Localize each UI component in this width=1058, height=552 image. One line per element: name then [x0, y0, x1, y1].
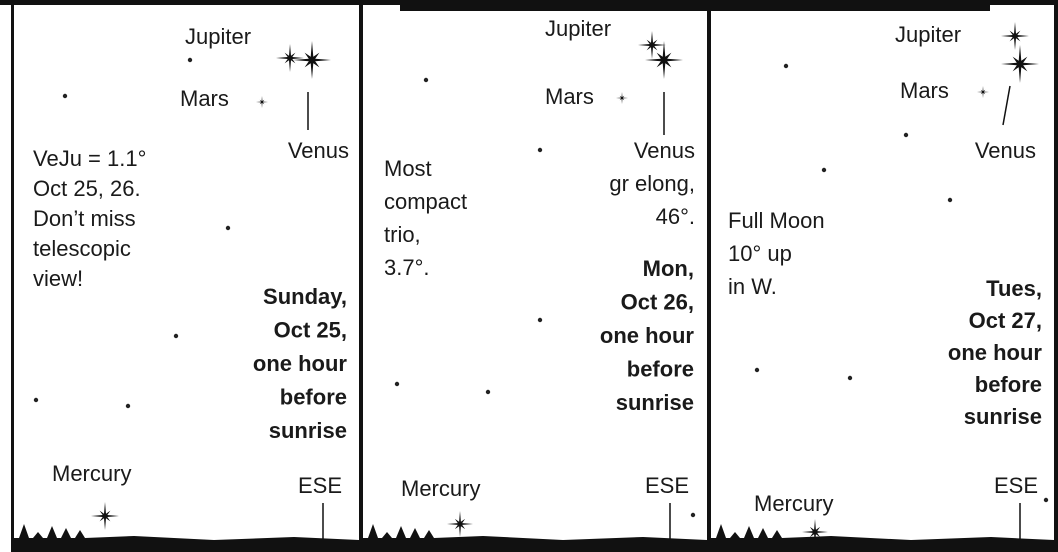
date-line: Mon,	[643, 256, 694, 281]
date-line: before	[975, 372, 1042, 397]
date-line: one hour	[948, 340, 1043, 365]
sky-dot	[904, 133, 908, 137]
date-line: Tues,	[986, 276, 1042, 301]
divider	[707, 0, 711, 552]
note-line: trio,	[384, 222, 421, 247]
note-line: Full Moon	[728, 208, 825, 233]
note-line: view!	[33, 266, 83, 291]
sky-dot	[848, 376, 852, 380]
date-line: Oct 25,	[274, 317, 347, 342]
date-line: sunrise	[964, 404, 1042, 429]
planet-label: Mars	[545, 84, 594, 109]
planet-label: Mercury	[401, 476, 480, 501]
direction-label: ESE	[994, 473, 1038, 498]
direction-label: ESE	[298, 473, 342, 498]
sky-dot	[63, 94, 67, 98]
planet-label: Mars	[180, 86, 229, 111]
note-line: compact	[384, 189, 467, 214]
date-line: one hour	[253, 351, 348, 376]
divider	[359, 0, 363, 552]
note-line: Don’t miss	[33, 206, 136, 231]
sky-dot	[188, 58, 192, 62]
date-line: sunrise	[616, 390, 694, 415]
planet-label: Mercury	[754, 491, 833, 516]
sky-dot	[226, 226, 230, 230]
sky-dot	[486, 390, 490, 394]
date-line: Oct 26,	[621, 289, 694, 314]
sky-dot	[691, 513, 695, 517]
divider	[11, 0, 14, 552]
venus-label: Venus	[975, 138, 1036, 163]
sky-dot	[1044, 498, 1048, 502]
planet-label: Jupiter	[545, 16, 611, 41]
date-line: one hour	[600, 323, 695, 348]
sky-dot	[126, 404, 130, 408]
date-line: before	[280, 384, 347, 409]
sky-dot	[784, 64, 788, 68]
venus-label: 46°.	[656, 204, 695, 229]
sky-dot	[755, 368, 759, 372]
date-line: Sunday,	[263, 284, 347, 309]
note-line: Most	[384, 156, 432, 181]
venus-label: gr elong,	[609, 171, 695, 196]
sky-dot	[822, 168, 826, 172]
sky-panels: Jupiter Mars Venus VeJu = 1.1° Oct 25, 26. Do…	[0, 0, 1058, 552]
sky-dot	[424, 78, 428, 82]
note-line: VeJu = 1.1°	[33, 146, 146, 171]
venus-label: Venus	[288, 138, 349, 163]
sky-dot	[538, 148, 542, 152]
note-line: telescopic	[33, 236, 131, 261]
date-line: sunrise	[269, 418, 347, 443]
note-line: 10° up	[728, 241, 792, 266]
sky-dot	[948, 198, 952, 202]
note-line: 3.7°.	[384, 255, 430, 280]
planet-label: Jupiter	[185, 24, 251, 49]
sky-dot	[34, 398, 38, 402]
date-line: Oct 27,	[969, 308, 1042, 333]
divider	[1054, 0, 1058, 552]
date-line: before	[627, 356, 694, 381]
top-strip	[400, 0, 990, 11]
sky-dot	[538, 318, 542, 322]
planet-label: Mercury	[52, 461, 131, 486]
direction-label: ESE	[645, 473, 689, 498]
sky-dot	[174, 334, 178, 338]
sky-dot	[395, 382, 399, 386]
planet-label: Jupiter	[895, 22, 961, 47]
note-line: Oct 25, 26.	[33, 176, 141, 201]
venus-label: Venus	[634, 138, 695, 163]
note-line: in W.	[728, 274, 777, 299]
planet-label: Mars	[900, 78, 949, 103]
